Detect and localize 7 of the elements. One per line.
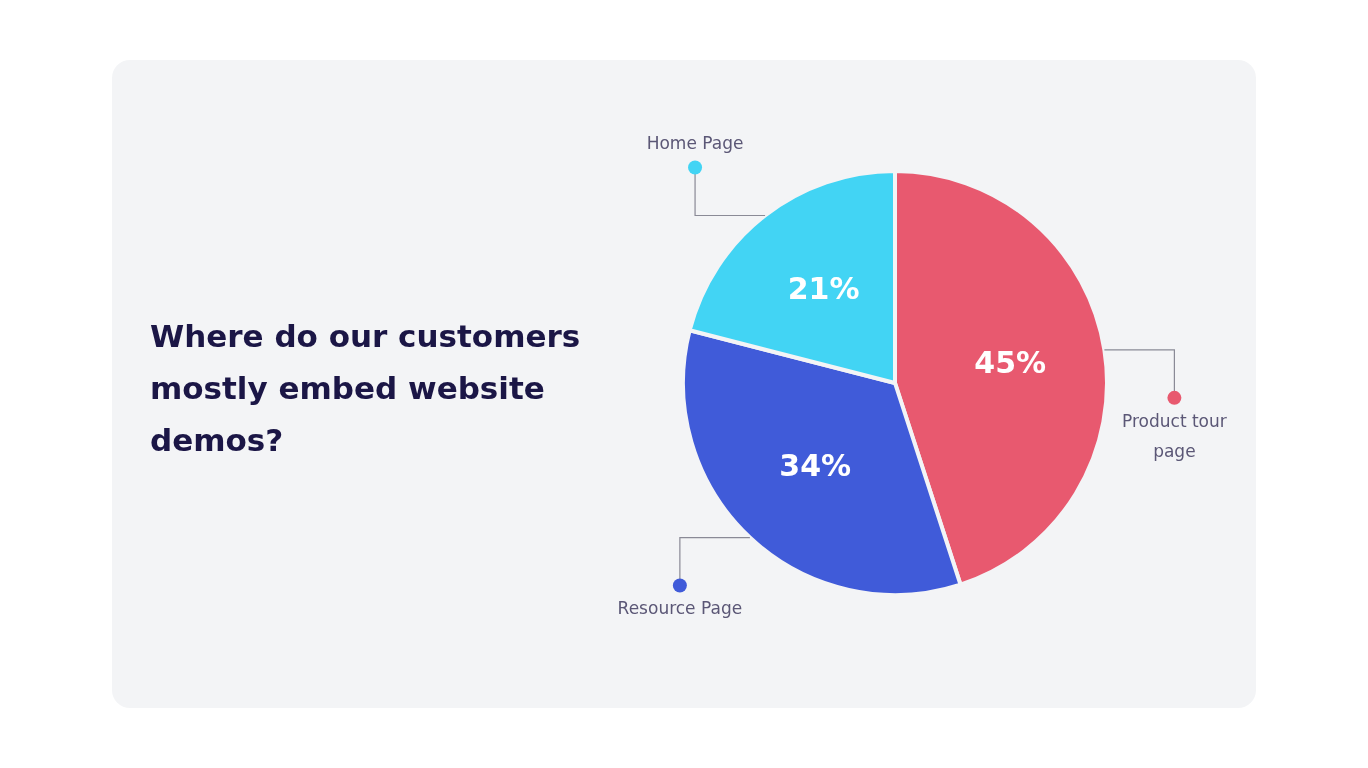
legend-label: Product tour page [1122,410,1227,461]
data-label: 45% [974,344,1047,380]
data-label: 34% [779,447,852,483]
data-label: 21% [787,270,860,306]
legend-label: Resource Page [617,598,743,619]
text: Where do our customers mostly embed website demos? [150,317,582,460]
slice-label: Home Page [646,133,744,154]
